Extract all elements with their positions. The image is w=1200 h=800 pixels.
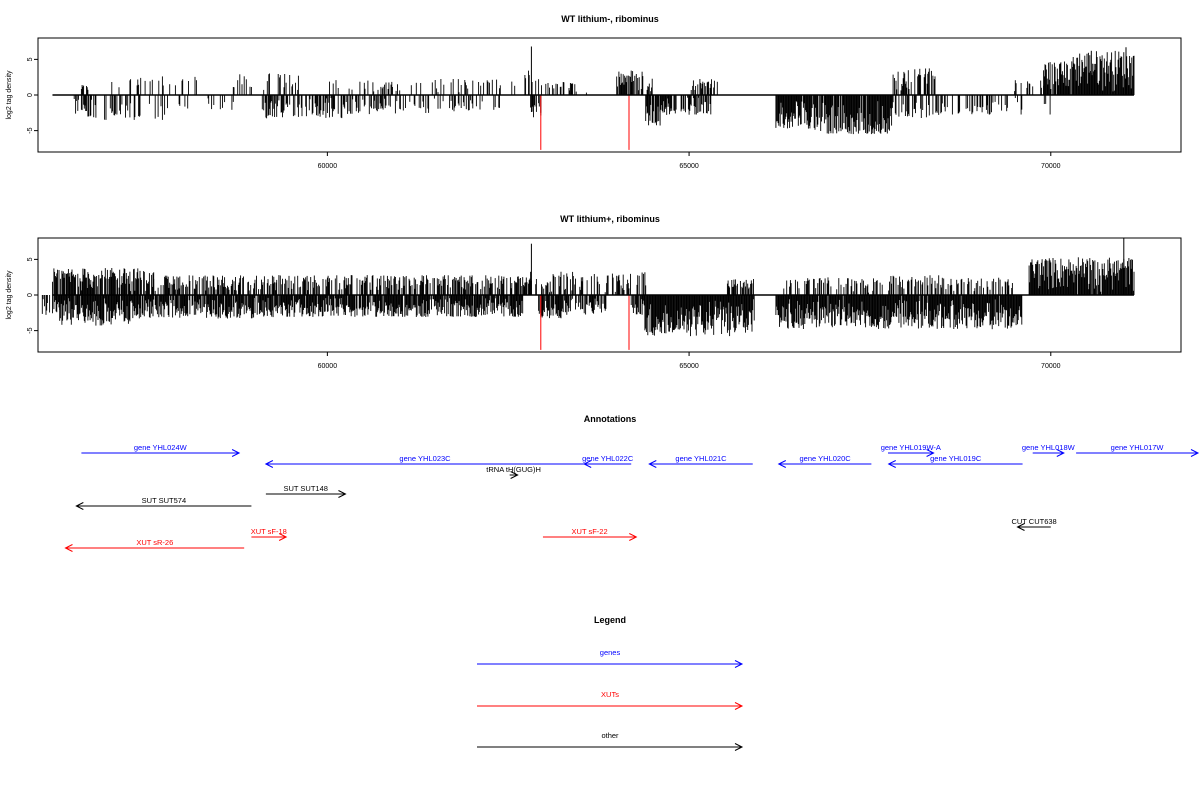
feature-label: CUT CUT638 [1011,517,1056,526]
feature-arrow [1032,449,1065,457]
panel-wt-lithium-minus: WT lithium-, ribominus log2 tag density … [6,14,1182,170]
y-tick-label: 0 [27,93,34,97]
panel-wt-lithium-plus: WT lithium+, ribominus log2 tag density … [6,214,1182,370]
feature-arrow [888,449,935,457]
feature-arrow [648,460,753,468]
feature-arrow [887,460,1023,468]
feature-arrow [509,471,519,479]
feature-arrow [1016,523,1051,531]
legend-label: XUTs [601,690,619,699]
feature-arrow [777,460,872,468]
feature-arrow [75,502,252,510]
feature-arrow [542,533,638,541]
y-tick-label: -5 [27,127,34,133]
feature-arrow [64,544,245,552]
annotations-title: Annotations [584,414,637,424]
feature-label: XUT sF-18 [251,527,287,536]
feature-label: tRNA tH(GUG)H [486,465,541,474]
panel-title: WT lithium-, ribominus [561,14,659,24]
panel-title: WT lithium+, ribominus [560,214,660,224]
legend-label: other [601,731,619,740]
x-tick-label: 65000 [679,163,699,170]
y-axis-label: log2 tag density [6,70,13,120]
y-tick-label: 5 [27,57,34,61]
legend-arrow [477,660,744,668]
feature-label: XUT sR-26 [136,538,173,547]
feature-label: SUT SUT574 [142,496,186,505]
annotations-track: Annotations gene YHL024W gene YHL023C gene… [64,414,1200,552]
feature-label: gene YHL017W [1111,443,1165,452]
feature-label: gene YHL022C [582,454,634,463]
feature-label: gene YHL019C [930,454,982,463]
feature-arrow [583,460,632,468]
feature-label: gene YHL018W [1022,443,1076,452]
feature-label: SUT SUT148 [283,484,327,493]
feature-label: gene YHL020C [800,454,852,463]
feature-arrow [251,533,288,541]
legend-arrow [477,743,744,751]
feature-label: gene YHL021C [675,454,727,463]
feature-arrow [264,460,585,468]
y-tick-label: 0 [27,293,34,297]
legend: Legend genes XUTs other [477,615,744,751]
legend-title: Legend [594,615,626,625]
y-axis-label: log2 tag density [6,270,13,320]
feature-arrow [81,449,241,457]
x-tick-label: 70000 [1041,163,1061,170]
y-tick-label: -5 [27,327,34,333]
feature-label: gene YHL024W [134,443,188,452]
feature-arrow [1076,449,1200,457]
x-tick-label: 65000 [679,363,699,370]
feature-arrow [265,490,347,498]
x-tick-label: 60000 [318,163,338,170]
x-tick-label: 70000 [1041,363,1061,370]
feature-label: XUT sF-22 [572,527,608,536]
x-tick-label: 60000 [318,363,338,370]
legend-label: genes [600,648,621,657]
y-tick-label: 5 [27,257,34,261]
feature-label: gene YHL019W-A [881,443,941,452]
feature-label: gene YHL023C [399,454,451,463]
legend-arrow [477,702,744,710]
